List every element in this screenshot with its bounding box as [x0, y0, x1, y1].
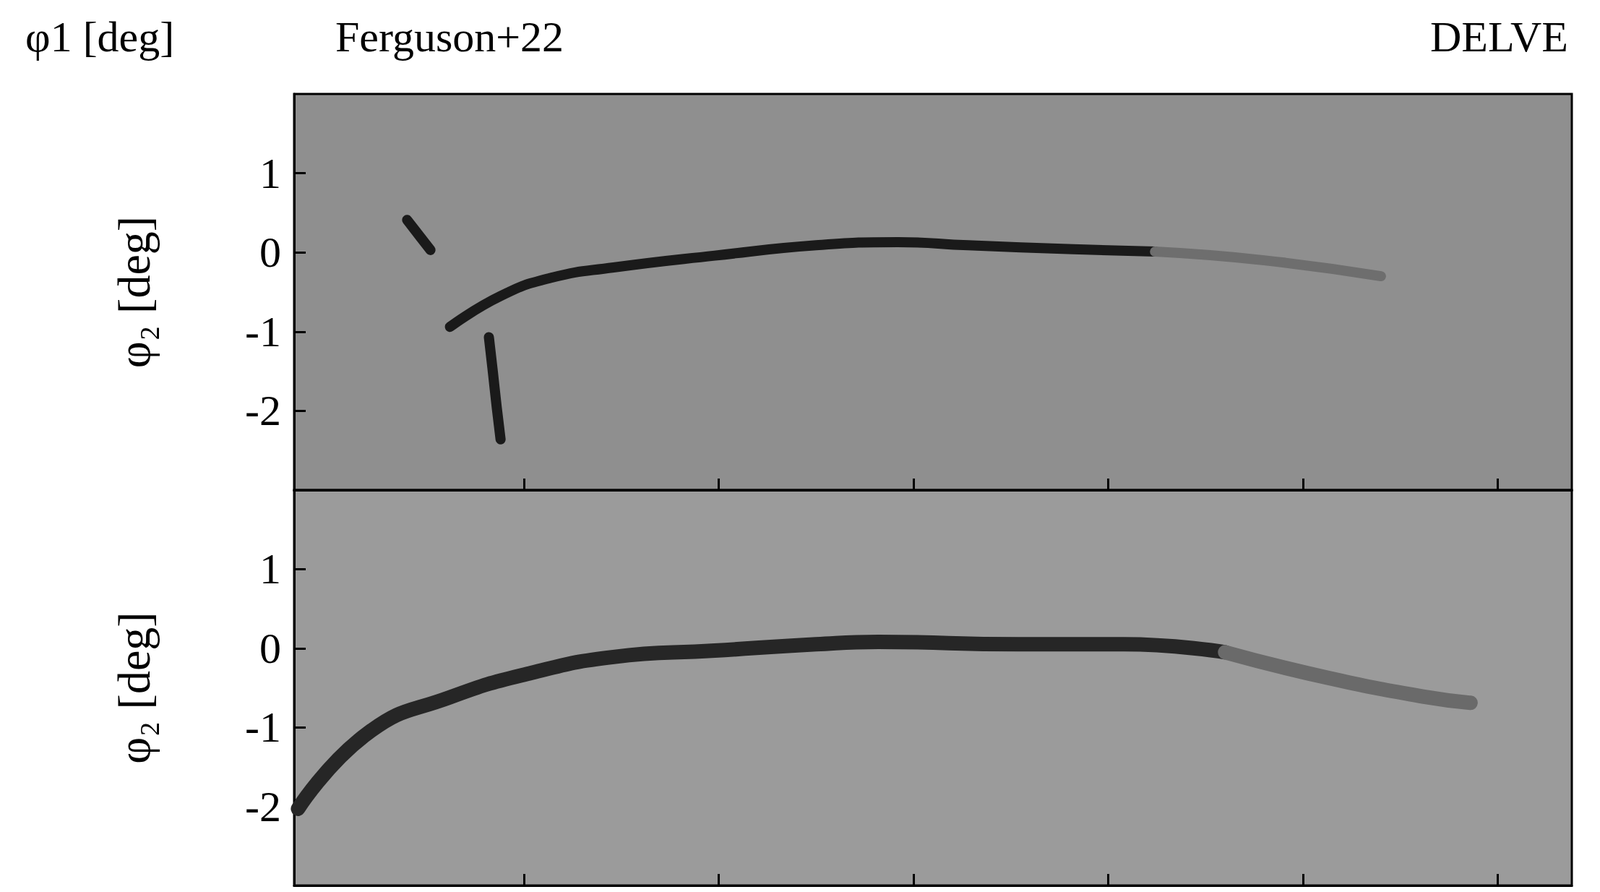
svg-text:DELVE: DELVE [1430, 13, 1569, 61]
svg-text:0: 0 [259, 624, 282, 673]
svg-text:0: 0 [259, 228, 282, 277]
svg-text:Ferguson+22: Ferguson+22 [335, 13, 564, 61]
svg-text:-1: -1 [244, 703, 282, 751]
svg-text:φ1 [deg]: φ1 [deg] [25, 13, 175, 61]
svg-text:1: 1 [259, 149, 282, 198]
svg-text:φ₂ [deg]: φ₂ [deg] [108, 611, 160, 764]
svg-text:-2: -2 [244, 782, 282, 831]
svg-text:-1: -1 [244, 307, 282, 356]
svg-text:-2: -2 [244, 386, 282, 435]
svg-text:φ₂ [deg]: φ₂ [deg] [108, 216, 160, 368]
svg-text:1: 1 [259, 544, 282, 593]
